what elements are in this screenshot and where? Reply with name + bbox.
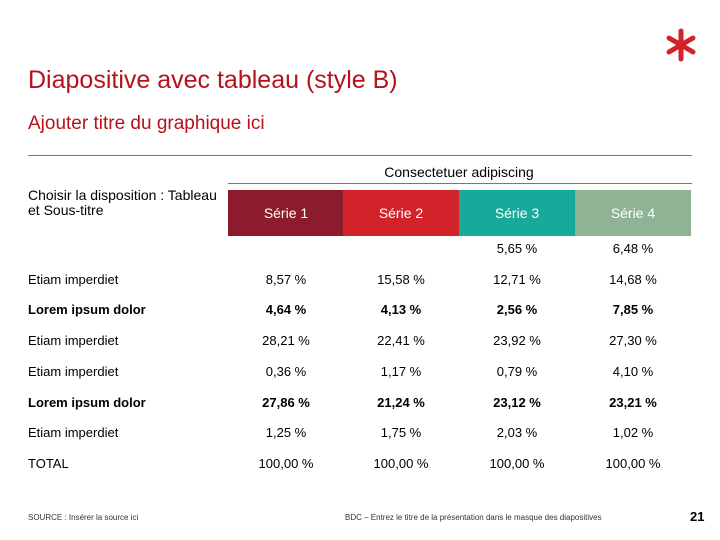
- table-cell: 2,03 %: [496, 425, 538, 441]
- table-cell: 7,85 %: [612, 302, 654, 318]
- rule: [228, 183, 692, 184]
- rule: [28, 155, 692, 156]
- table-cell: 5,65 %: [496, 241, 538, 256]
- table-cell: 6,48 %: [612, 241, 654, 256]
- table-cell: 0,79 %: [496, 363, 538, 379]
- column-header: Série 2: [343, 190, 459, 236]
- table-cell: 21,24 %: [377, 394, 425, 410]
- footer-presentation: BDC – Entrez le titre de la présentation…: [345, 513, 602, 522]
- table-cell: 100,00 %: [489, 455, 545, 471]
- column-header: Série 1: [228, 190, 344, 236]
- table-cell: 1,75 %: [380, 425, 422, 441]
- table-cell: 22,41 %: [377, 333, 425, 349]
- table-cell: 4,10 %: [612, 363, 654, 379]
- table-cell: 0,36 %: [265, 363, 307, 379]
- subtitle: Ajouter titre du graphique ici: [28, 113, 265, 134]
- table-cell: 2,56 %: [496, 302, 538, 318]
- table-cell: 14,68 %: [609, 271, 657, 287]
- table-cell: 100,00 %: [258, 455, 314, 471]
- row-label: Etiam imperdiet: [28, 333, 119, 349]
- table-cell: 1,17 %: [380, 363, 422, 379]
- table-cell: 1,02 %: [612, 425, 654, 441]
- table-caption: Consectetuer adipiscing: [384, 164, 534, 180]
- row-label: Lorem ipsum dolor: [28, 302, 146, 318]
- logo: [666, 28, 696, 62]
- footer-source: SOURCE : Insérer la source ici: [28, 513, 139, 522]
- table-cell: 27,30 %: [609, 333, 657, 349]
- table-cell: 100,00 %: [605, 455, 661, 471]
- table-cell: 100,00 %: [373, 455, 429, 471]
- table-cell: 23,21 %: [609, 394, 657, 410]
- row-label: Etiam imperdiet: [28, 271, 119, 287]
- row-label: Etiam imperdiet: [28, 425, 119, 441]
- page-number: 21: [690, 509, 705, 524]
- table-cell: 28,21 %: [262, 333, 310, 349]
- column-header: Série 4: [575, 190, 691, 236]
- column-header: Série 3: [459, 190, 575, 236]
- table-cell: 23,92 %: [493, 333, 541, 349]
- row-label: Etiam imperdiet: [28, 363, 119, 379]
- row-label: Lorem ipsum dolor: [28, 394, 146, 410]
- table-cell: 8,57 %: [265, 271, 307, 287]
- table-cell: 23,12 %: [493, 394, 541, 410]
- table-cell: 15,58 %: [377, 271, 425, 287]
- title: Diapositive avec tableau (style B): [28, 66, 398, 94]
- table-cell: 4,64 %: [265, 302, 307, 318]
- table-cell: 12,71 %: [493, 271, 541, 287]
- table-corner: Choisir la disposition : Tableau et Sous…: [28, 187, 217, 218]
- table-cell: 27,86 %: [262, 394, 310, 410]
- table-cell: 1,25 %: [265, 425, 307, 441]
- row-label: TOTAL: [28, 455, 69, 471]
- table-cell: 4,13 %: [380, 302, 422, 318]
